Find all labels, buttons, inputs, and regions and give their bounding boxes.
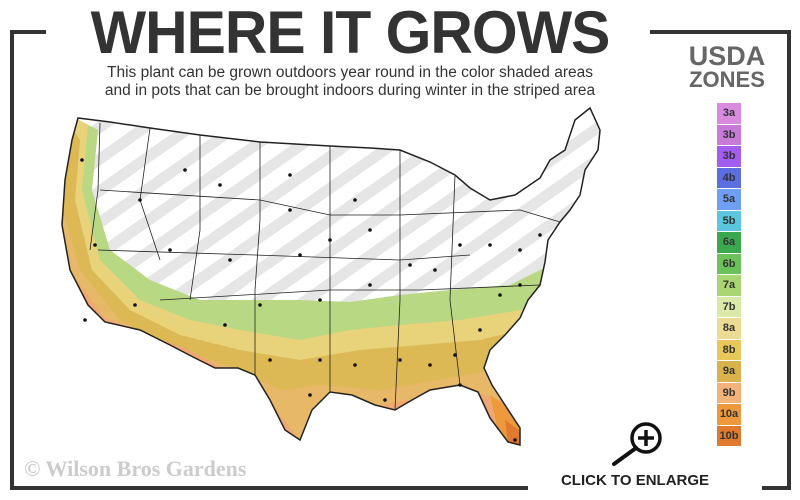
frame-left bbox=[10, 30, 14, 490]
zone-legend: 3a 3b 3b 4b 5a 5b 6a 6b 7a 7b 8a 8b 9a 9b 10a 10b bbox=[717, 103, 741, 447]
city-dot bbox=[80, 158, 84, 162]
click-to-enlarge-button[interactable]: CLICK TO ENLARGE bbox=[560, 472, 710, 489]
subtitle-line-1: This plant can be grown outdoors year ro… bbox=[107, 64, 593, 81]
page-title: WHERE IT GROWS bbox=[90, 0, 611, 66]
city-dot bbox=[223, 323, 227, 327]
city-dot bbox=[398, 358, 402, 362]
legend-zone-5a: 5a bbox=[717, 189, 741, 211]
legend-zone-10b: 10b bbox=[717, 425, 741, 447]
frame-top-left bbox=[10, 30, 46, 34]
city-dot bbox=[353, 363, 357, 367]
legend-zone-5b: 5b bbox=[717, 210, 741, 232]
city-dot bbox=[288, 208, 292, 212]
city-dot bbox=[408, 263, 412, 267]
city-dot bbox=[183, 168, 187, 172]
state-borders bbox=[89, 122, 561, 411]
city-dot bbox=[478, 328, 482, 332]
city-dot bbox=[318, 298, 322, 302]
legend-title-zones: ZONES bbox=[689, 67, 765, 92]
subtitle-line-2: and in pots that can be brought indoors … bbox=[104, 82, 596, 99]
copyright-watermark: © Wilson Bros Gardens bbox=[24, 456, 247, 481]
subtitle: This plant can be grown outdoors year ro… bbox=[40, 64, 660, 100]
city-dot bbox=[453, 353, 457, 357]
city-dots bbox=[80, 158, 542, 442]
city-dot bbox=[268, 358, 272, 362]
legend-zone-7a: 7a bbox=[717, 275, 741, 297]
city-dot bbox=[83, 318, 87, 322]
city-dot bbox=[288, 173, 292, 177]
legend-zone-4b: 4b bbox=[717, 167, 741, 189]
city-dot bbox=[538, 233, 542, 237]
city-dot bbox=[368, 283, 372, 287]
legend-zone-7b: 7b bbox=[717, 296, 741, 318]
city-dot bbox=[168, 248, 172, 252]
legend-zone-8b: 8b bbox=[717, 339, 741, 361]
city-dot bbox=[433, 268, 437, 272]
city-dot bbox=[328, 238, 332, 242]
frame-bottom-left bbox=[10, 486, 528, 490]
legend-zone-10a: 10a bbox=[717, 404, 741, 426]
legend-zone-6a: 6a bbox=[717, 232, 741, 254]
city-dot bbox=[228, 258, 232, 262]
legend-zone-9a: 9a bbox=[717, 361, 741, 383]
city-dot bbox=[93, 243, 97, 247]
city-dot bbox=[518, 248, 522, 252]
city-dot bbox=[458, 383, 462, 387]
frame-top-right bbox=[650, 30, 791, 34]
frame-bottom-right bbox=[762, 486, 791, 490]
city-dot bbox=[218, 183, 222, 187]
city-dot bbox=[353, 198, 357, 202]
legend-zone-8a: 8a bbox=[717, 318, 741, 340]
city-dot bbox=[138, 198, 142, 202]
city-dot bbox=[458, 243, 462, 247]
city-dot bbox=[383, 398, 387, 402]
city-dot bbox=[298, 253, 302, 257]
legend-zone-9b: 9b bbox=[717, 382, 741, 404]
city-dot bbox=[133, 303, 137, 307]
city-dot bbox=[368, 228, 372, 232]
legend-title-usda: USDA bbox=[688, 41, 766, 71]
city-dot bbox=[428, 363, 432, 367]
city-dot bbox=[513, 438, 517, 442]
legend-zone-3a: 3a bbox=[717, 103, 741, 125]
city-dot bbox=[518, 283, 522, 287]
zoom-in-magnifier-icon[interactable] bbox=[608, 420, 668, 470]
city-dot bbox=[318, 358, 322, 362]
city-dot bbox=[308, 393, 312, 397]
legend-zone-3b: 3b bbox=[717, 146, 741, 168]
city-dot bbox=[488, 243, 492, 247]
legend-title: USDA ZONES bbox=[672, 41, 782, 92]
frame-right bbox=[787, 30, 791, 490]
legend-zone-3b: 3b bbox=[717, 124, 741, 146]
city-dot bbox=[258, 303, 262, 307]
city-dot bbox=[498, 293, 502, 297]
legend-zone-6b: 6b bbox=[717, 253, 741, 275]
